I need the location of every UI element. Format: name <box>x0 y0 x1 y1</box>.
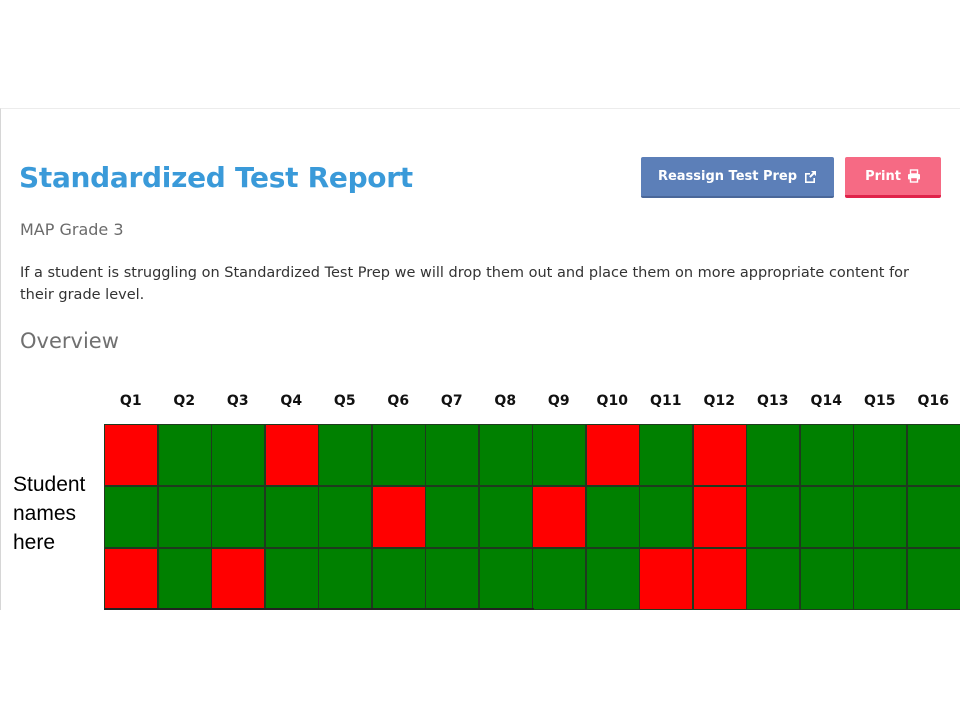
result-cell-row1-q7 <box>425 424 479 486</box>
result-cell-row1-q8 <box>478 424 533 486</box>
question-header-q6: Q6 <box>387 393 410 409</box>
result-cell-row1-q11 <box>639 424 693 486</box>
result-cell-row1-q9 <box>532 424 586 486</box>
result-cell-row1-q10 <box>585 424 640 486</box>
result-cell-row2-q5 <box>318 486 372 548</box>
result-cell-row3-q2 <box>157 548 212 610</box>
question-header-q1: Q1 <box>119 393 142 409</box>
question-header-q2: Q2 <box>173 393 196 409</box>
result-cell-row3-q10 <box>585 548 640 610</box>
result-cell-row3-q3 <box>211 548 265 610</box>
external-link-icon <box>805 170 817 183</box>
result-cell-row2-q2 <box>157 486 212 548</box>
result-cell-row2-q3 <box>211 486 265 548</box>
result-cell-row3-q11 <box>639 548 693 610</box>
question-header-q16: Q16 <box>917 393 949 409</box>
result-cell-row1-q2 <box>157 424 212 486</box>
result-cell-row2-q14 <box>799 486 854 548</box>
result-cell-row1-q3 <box>211 424 265 486</box>
result-cell-row2-q8 <box>478 486 533 548</box>
question-header-q9: Q9 <box>547 393 570 409</box>
result-cell-row1-q1 <box>104 424 158 486</box>
result-cell-row2-q13 <box>746 486 800 548</box>
page-title: Standardized Test Report <box>19 161 413 194</box>
result-cell-row1-q15 <box>853 424 907 486</box>
test-name: MAP Grade 3 <box>20 220 124 239</box>
result-cell-row3-q1 <box>104 548 158 610</box>
result-cell-row2-q1 <box>104 486 158 548</box>
question-header-q11: Q11 <box>650 393 682 409</box>
student-names-placeholder: Student names here <box>13 473 86 554</box>
report-description: If a student is struggling on Standardiz… <box>20 265 910 303</box>
question-header-q5: Q5 <box>333 393 356 409</box>
result-cell-row2-q7 <box>425 486 479 548</box>
print-button-label: Print <box>865 168 901 184</box>
question-header-row: Q1 Q2 Q3 Q4 Q5 Q6 Q7 Q8 Q9 Q10 Q11 Q12 Q13 Q14 Q15 Q16 <box>104 390 960 412</box>
result-cell-row3-q4 <box>264 548 319 610</box>
result-cell-row1-q14 <box>799 424 854 486</box>
question-header-q4: Q4 <box>280 393 303 409</box>
result-cell-row1-q5 <box>318 424 372 486</box>
result-cell-row1-q6 <box>371 424 426 486</box>
result-cell-row2-q16 <box>906 486 960 548</box>
reassign-button-label: Reassign Test Prep <box>657 169 798 184</box>
results-grid <box>104 424 960 610</box>
question-header-q3: Q3 <box>226 393 249 409</box>
result-cell-row3-q12 <box>692 548 747 610</box>
result-cell-row3-q14 <box>799 548 854 610</box>
result-cell-row1-q4 <box>264 424 319 486</box>
question-header-q15: Q15 <box>864 393 896 409</box>
result-cell-row2-q4 <box>264 486 319 548</box>
reassign-test-prep-button[interactable]: Reassign Test Prep <box>641 157 834 198</box>
result-cell-row3-q16 <box>906 548 960 610</box>
result-cell-row1-q16 <box>906 424 960 486</box>
question-header-q13: Q13 <box>757 393 789 409</box>
result-cell-row1-q13 <box>746 424 800 486</box>
question-header-q10: Q10 <box>596 393 628 409</box>
result-cell-row3-q9 <box>532 548 586 610</box>
overview-heading: Overview <box>20 329 119 353</box>
print-button[interactable]: Print <box>845 157 941 198</box>
result-cell-row2-q12 <box>692 486 747 548</box>
result-cell-row2-q11 <box>639 486 693 548</box>
result-cell-row2-q15 <box>853 486 907 548</box>
result-cell-row3-q8 <box>478 548 533 610</box>
result-cell-row3-q15 <box>853 548 907 610</box>
printer-icon <box>907 169 920 183</box>
result-cell-row2-q6 <box>371 486 426 548</box>
question-header-q12: Q12 <box>703 393 735 409</box>
question-header-q14: Q14 <box>810 393 842 409</box>
result-cell-row3-q5 <box>318 548 372 610</box>
result-cell-row3-q6 <box>371 548 426 610</box>
question-header-q7: Q7 <box>440 393 463 409</box>
grid-bottom-border <box>104 608 534 610</box>
result-cell-row3-q7 <box>425 548 479 610</box>
result-cell-row2-q10 <box>585 486 640 548</box>
result-cell-row2-q9 <box>532 486 586 548</box>
result-cell-row1-q12 <box>692 424 747 486</box>
question-header-q8: Q8 <box>494 393 517 409</box>
result-cell-row3-q13 <box>746 548 800 610</box>
